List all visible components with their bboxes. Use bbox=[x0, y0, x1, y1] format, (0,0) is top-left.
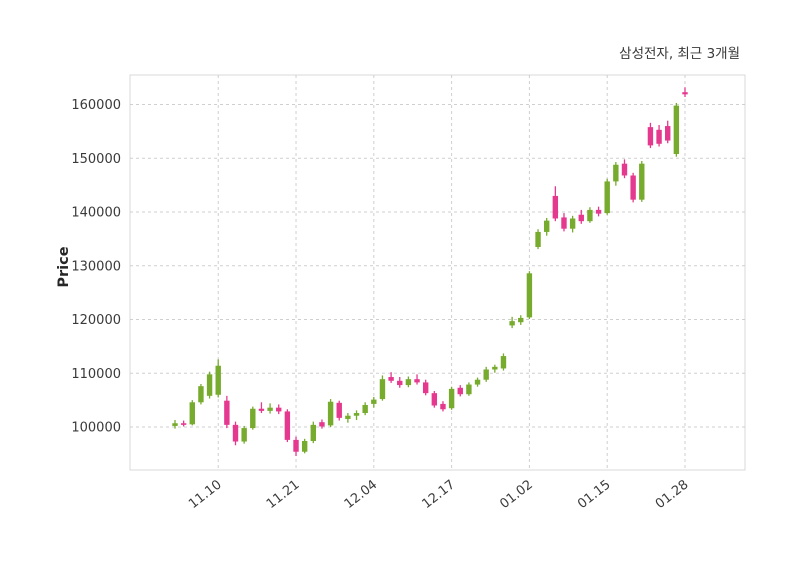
candle-body bbox=[483, 369, 489, 380]
candle-body bbox=[327, 401, 334, 426]
candle-body bbox=[371, 399, 377, 404]
candle-body bbox=[293, 439, 299, 452]
candle-body bbox=[319, 422, 325, 427]
y-tick-label: 130000 bbox=[71, 259, 121, 274]
candle-body bbox=[362, 404, 368, 414]
candle-body bbox=[345, 415, 351, 419]
candle-body bbox=[397, 380, 403, 386]
x-tick-label: 01.28 bbox=[653, 477, 692, 512]
chart-title: 삼성전자, 최근 3개월 bbox=[619, 46, 740, 62]
candle-body bbox=[353, 413, 360, 416]
candle-body bbox=[500, 356, 507, 369]
x-tick-label: 01.02 bbox=[497, 477, 536, 512]
candle-body bbox=[310, 424, 317, 441]
x-tick-label: 12.17 bbox=[420, 477, 459, 512]
candle-body bbox=[241, 428, 247, 442]
y-tick-label: 100000 bbox=[71, 421, 121, 436]
candle-body bbox=[405, 379, 412, 386]
candle-body bbox=[336, 402, 342, 418]
x-tick-label: 11.21 bbox=[264, 477, 303, 512]
candle-body bbox=[180, 423, 187, 425]
y-tick-label: 110000 bbox=[71, 367, 121, 382]
y-tick-label: 160000 bbox=[71, 98, 121, 113]
candle-body bbox=[457, 387, 463, 395]
candle-body bbox=[250, 408, 256, 429]
candle-body bbox=[647, 127, 654, 146]
candle-body bbox=[518, 317, 524, 323]
candle-body bbox=[561, 217, 567, 229]
candle-body bbox=[526, 273, 533, 318]
candle-body bbox=[595, 209, 602, 214]
candle-body bbox=[215, 365, 221, 395]
candle-body bbox=[535, 231, 541, 247]
candle-body bbox=[656, 129, 662, 144]
candle-body bbox=[267, 407, 273, 411]
y-tick-label: 150000 bbox=[71, 152, 121, 167]
candle-body bbox=[474, 379, 481, 385]
candle-body bbox=[569, 218, 576, 229]
candle-body bbox=[232, 424, 239, 442]
candle-body bbox=[440, 403, 446, 410]
candle-body bbox=[552, 195, 559, 219]
x-tick-label: 01.15 bbox=[575, 477, 614, 512]
candle-body bbox=[604, 181, 610, 214]
candle-body bbox=[448, 388, 455, 409]
plot-area bbox=[129, 74, 746, 471]
candle-body bbox=[422, 382, 429, 394]
candle-body bbox=[431, 393, 438, 406]
candle-body bbox=[509, 321, 515, 326]
candle-body bbox=[206, 374, 213, 396]
candle-body bbox=[682, 92, 688, 95]
candle-body bbox=[613, 164, 619, 182]
candle-body bbox=[414, 379, 420, 383]
candle-body bbox=[665, 126, 671, 141]
candle-body bbox=[284, 411, 291, 440]
candle-body bbox=[587, 209, 593, 222]
candle-body bbox=[301, 440, 308, 452]
candle-body bbox=[224, 400, 230, 425]
candle-body bbox=[258, 408, 265, 411]
candle-body bbox=[492, 366, 498, 370]
candle-body bbox=[379, 379, 386, 400]
candle-body bbox=[673, 105, 680, 154]
y-tick-label: 120000 bbox=[71, 313, 121, 328]
y-tick-label: 140000 bbox=[71, 206, 121, 221]
candle-body bbox=[466, 384, 472, 395]
candle-body bbox=[189, 402, 195, 425]
candle-body bbox=[630, 175, 636, 200]
candle-body bbox=[639, 163, 645, 200]
candle-body bbox=[621, 163, 628, 176]
candle-body bbox=[543, 220, 550, 232]
x-tick-label: 12.04 bbox=[342, 477, 381, 512]
candle-body bbox=[388, 377, 394, 381]
candle-body bbox=[198, 386, 204, 403]
x-tick-label: 11.10 bbox=[186, 477, 225, 512]
candle-body bbox=[276, 407, 282, 412]
candle-body bbox=[578, 214, 584, 222]
candle-body bbox=[172, 423, 178, 426]
